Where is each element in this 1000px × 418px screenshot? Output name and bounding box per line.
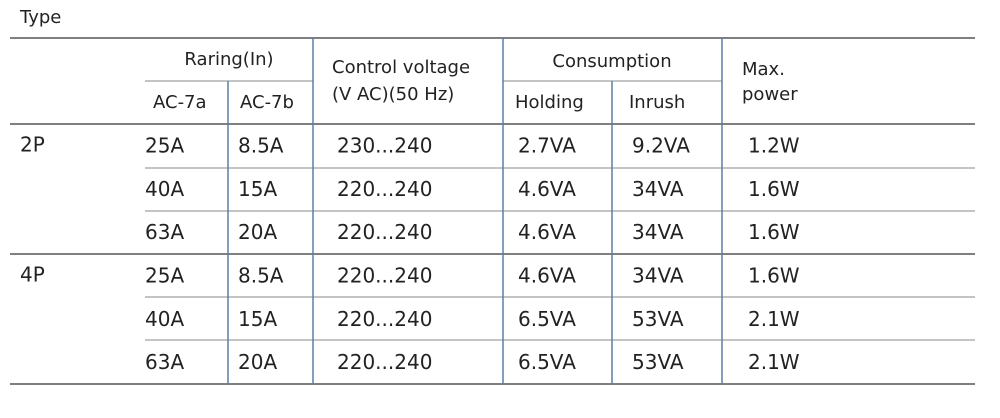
cell: 2.1W: [748, 307, 800, 331]
cell: 63A: [145, 220, 184, 244]
cell: 1.6W: [748, 177, 800, 201]
header: power: [742, 84, 798, 105]
cell: 15A: [238, 177, 277, 201]
cell: 220...240: [337, 307, 432, 331]
cell: 25A: [145, 264, 184, 288]
cell: 53VA: [632, 350, 684, 374]
cell: 34VA: [632, 264, 684, 288]
header: AC-7b: [240, 92, 294, 113]
group-type: 4P: [20, 263, 45, 287]
group-type: 2P: [20, 133, 45, 157]
cell: 220...240: [337, 220, 432, 244]
cell: 6.5VA: [518, 307, 576, 331]
cell: 4.6VA: [518, 264, 576, 288]
cell: 63A: [145, 350, 184, 374]
cell: 2.1W: [748, 350, 800, 374]
cell: 40A: [145, 177, 184, 201]
cell: 53VA: [632, 307, 684, 331]
cell: 1.6W: [748, 264, 800, 288]
header: Consumption: [552, 51, 671, 72]
cell: 9.2VA: [632, 134, 690, 158]
header: Holding: [515, 92, 584, 113]
header: Inrush: [629, 92, 685, 113]
cell: 220...240: [337, 350, 432, 374]
cell: 34VA: [632, 177, 684, 201]
cell: 40A: [145, 307, 184, 331]
cell: 230...240: [337, 134, 432, 158]
cell: 8.5A: [238, 134, 284, 158]
header: Raring(In): [184, 49, 273, 70]
cell: 1.6W: [748, 220, 800, 244]
cell: 15A: [238, 307, 277, 331]
type-heading: Type: [19, 7, 61, 28]
cell: 1.2W: [748, 134, 800, 158]
cell: 220...240: [337, 177, 432, 201]
cell: 2.7VA: [518, 134, 576, 158]
cell: 20A: [238, 350, 277, 374]
cell: 4.6VA: [518, 220, 576, 244]
cell: 25A: [145, 134, 184, 158]
header: AC-7a: [153, 92, 207, 113]
cell: 20A: [238, 220, 277, 244]
header: (V AC)(50 Hz): [332, 84, 454, 105]
cell: 6.5VA: [518, 350, 576, 374]
header: Control voltage: [332, 57, 470, 78]
cell: 34VA: [632, 220, 684, 244]
cell: 220...240: [337, 264, 432, 288]
cell: 4.6VA: [518, 177, 576, 201]
header: Max.: [742, 59, 785, 80]
cell: 8.5A: [238, 264, 284, 288]
